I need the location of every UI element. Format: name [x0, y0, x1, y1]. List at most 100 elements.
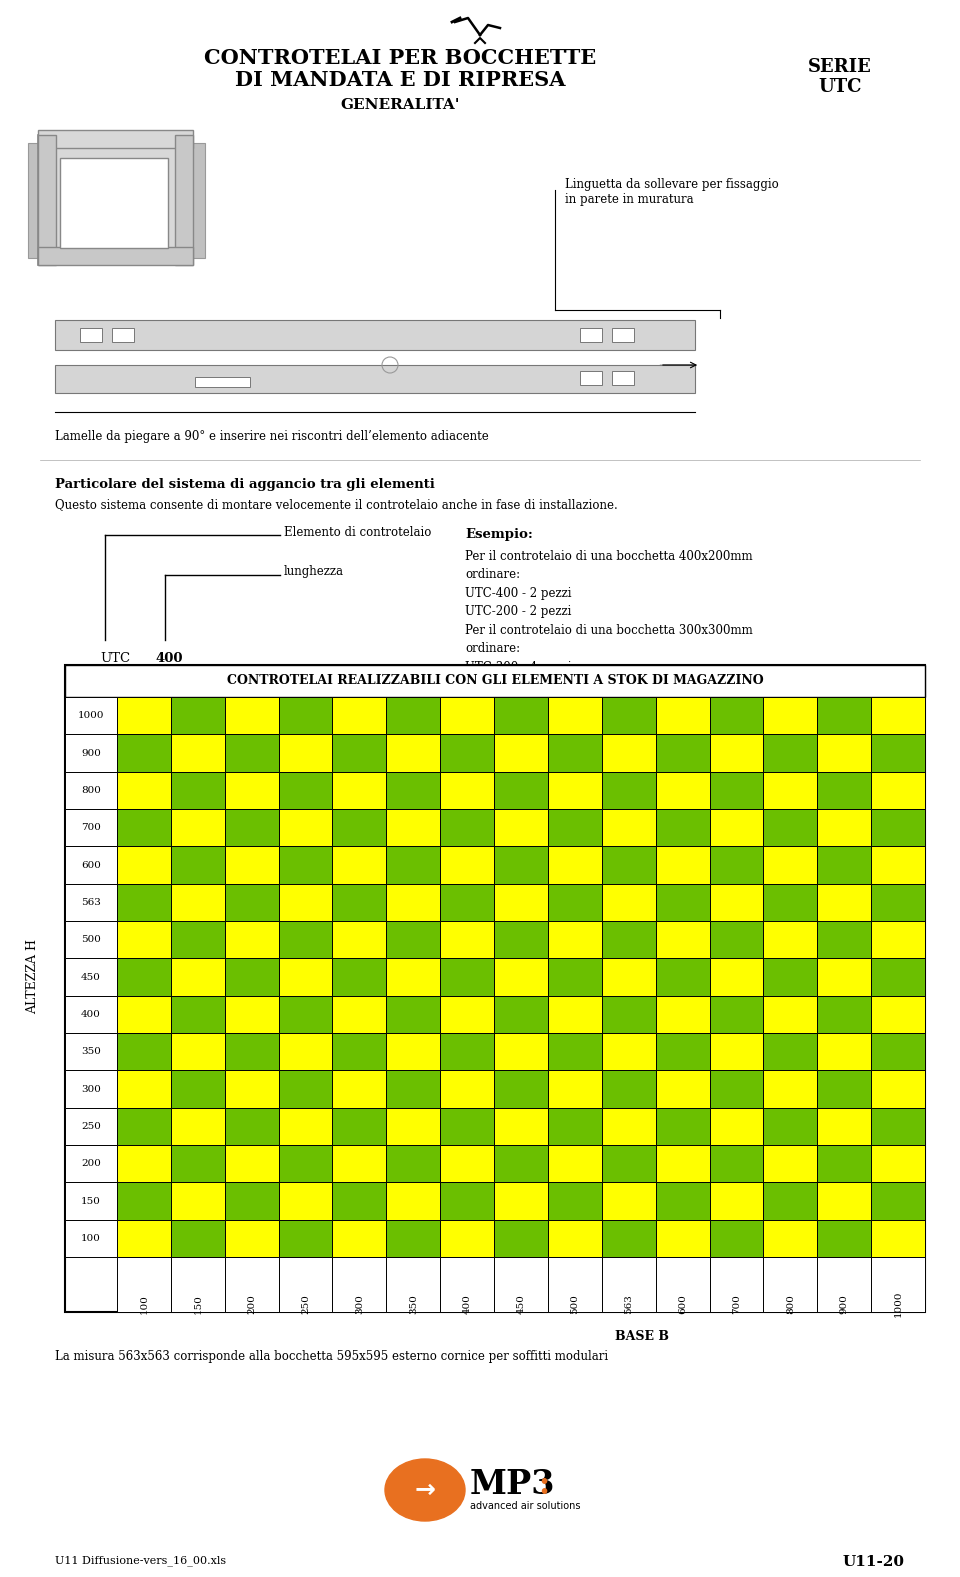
- FancyBboxPatch shape: [278, 1257, 332, 1312]
- FancyBboxPatch shape: [278, 771, 332, 809]
- FancyBboxPatch shape: [441, 921, 494, 959]
- FancyBboxPatch shape: [817, 1107, 871, 1145]
- FancyBboxPatch shape: [656, 1033, 709, 1071]
- FancyBboxPatch shape: [117, 735, 171, 771]
- FancyBboxPatch shape: [817, 771, 871, 809]
- Text: CONTROTELAI PER BOCCHETTE: CONTROTELAI PER BOCCHETTE: [204, 47, 596, 68]
- FancyBboxPatch shape: [65, 1071, 117, 1107]
- FancyBboxPatch shape: [494, 1219, 548, 1257]
- FancyBboxPatch shape: [548, 847, 602, 883]
- Text: Questo sistema consente di montare velocemente il controtelaio anche in fase di : Questo sistema consente di montare veloc…: [55, 498, 617, 511]
- FancyBboxPatch shape: [117, 1219, 171, 1257]
- Text: Particolare del sistema di aggancio tra gli elementi: Particolare del sistema di aggancio tra …: [55, 478, 435, 490]
- FancyBboxPatch shape: [763, 921, 817, 959]
- FancyBboxPatch shape: [709, 1219, 763, 1257]
- FancyBboxPatch shape: [871, 995, 925, 1033]
- Text: 250: 250: [301, 1293, 310, 1314]
- FancyBboxPatch shape: [386, 959, 441, 995]
- FancyBboxPatch shape: [871, 809, 925, 847]
- FancyBboxPatch shape: [117, 883, 171, 921]
- FancyBboxPatch shape: [386, 1033, 441, 1071]
- Text: advanced air solutions: advanced air solutions: [470, 1501, 581, 1511]
- FancyBboxPatch shape: [602, 1183, 656, 1219]
- FancyBboxPatch shape: [278, 1219, 332, 1257]
- FancyBboxPatch shape: [38, 136, 56, 265]
- Text: UTC: UTC: [818, 77, 862, 96]
- FancyBboxPatch shape: [112, 328, 134, 342]
- FancyBboxPatch shape: [763, 697, 817, 735]
- FancyBboxPatch shape: [171, 1257, 225, 1312]
- FancyBboxPatch shape: [494, 809, 548, 847]
- FancyBboxPatch shape: [117, 847, 171, 883]
- FancyBboxPatch shape: [602, 771, 656, 809]
- FancyBboxPatch shape: [871, 959, 925, 995]
- FancyBboxPatch shape: [117, 809, 171, 847]
- FancyBboxPatch shape: [171, 959, 225, 995]
- FancyBboxPatch shape: [602, 1145, 656, 1183]
- Text: 500: 500: [570, 1293, 580, 1314]
- FancyBboxPatch shape: [548, 1145, 602, 1183]
- FancyBboxPatch shape: [38, 136, 193, 265]
- FancyBboxPatch shape: [117, 1071, 171, 1107]
- Text: 200: 200: [247, 1293, 256, 1314]
- FancyBboxPatch shape: [225, 995, 278, 1033]
- FancyBboxPatch shape: [225, 697, 278, 735]
- FancyBboxPatch shape: [548, 1033, 602, 1071]
- FancyBboxPatch shape: [332, 1145, 386, 1183]
- FancyBboxPatch shape: [656, 1219, 709, 1257]
- Text: 250: 250: [81, 1121, 101, 1131]
- FancyBboxPatch shape: [602, 883, 656, 921]
- FancyBboxPatch shape: [602, 1219, 656, 1257]
- FancyBboxPatch shape: [548, 1219, 602, 1257]
- FancyBboxPatch shape: [763, 1257, 817, 1312]
- FancyBboxPatch shape: [386, 921, 441, 959]
- FancyBboxPatch shape: [548, 697, 602, 735]
- FancyBboxPatch shape: [494, 847, 548, 883]
- FancyBboxPatch shape: [763, 1219, 817, 1257]
- FancyBboxPatch shape: [225, 921, 278, 959]
- FancyBboxPatch shape: [38, 129, 193, 148]
- FancyBboxPatch shape: [817, 1071, 871, 1107]
- FancyBboxPatch shape: [171, 1183, 225, 1219]
- Text: 450: 450: [81, 973, 101, 981]
- FancyBboxPatch shape: [494, 921, 548, 959]
- FancyBboxPatch shape: [278, 1033, 332, 1071]
- FancyBboxPatch shape: [65, 1107, 117, 1145]
- FancyBboxPatch shape: [548, 1257, 602, 1312]
- FancyBboxPatch shape: [602, 1257, 656, 1312]
- FancyBboxPatch shape: [763, 1033, 817, 1071]
- FancyBboxPatch shape: [763, 959, 817, 995]
- FancyBboxPatch shape: [441, 809, 494, 847]
- FancyBboxPatch shape: [709, 921, 763, 959]
- FancyBboxPatch shape: [332, 1107, 386, 1145]
- FancyBboxPatch shape: [602, 697, 656, 735]
- FancyBboxPatch shape: [38, 248, 193, 265]
- FancyBboxPatch shape: [171, 1219, 225, 1257]
- FancyBboxPatch shape: [332, 809, 386, 847]
- FancyBboxPatch shape: [278, 1183, 332, 1219]
- FancyBboxPatch shape: [817, 959, 871, 995]
- Text: UTC: UTC: [100, 651, 131, 665]
- FancyBboxPatch shape: [709, 1071, 763, 1107]
- FancyBboxPatch shape: [817, 995, 871, 1033]
- Text: BASE B: BASE B: [615, 1329, 669, 1344]
- FancyBboxPatch shape: [656, 771, 709, 809]
- FancyBboxPatch shape: [871, 1145, 925, 1183]
- FancyBboxPatch shape: [871, 1071, 925, 1107]
- FancyBboxPatch shape: [278, 959, 332, 995]
- FancyBboxPatch shape: [332, 959, 386, 995]
- FancyBboxPatch shape: [763, 883, 817, 921]
- FancyBboxPatch shape: [441, 1071, 494, 1107]
- Text: GENERALITA': GENERALITA': [340, 98, 460, 112]
- FancyBboxPatch shape: [602, 1107, 656, 1145]
- FancyBboxPatch shape: [494, 1033, 548, 1071]
- FancyBboxPatch shape: [171, 809, 225, 847]
- FancyBboxPatch shape: [117, 1033, 171, 1071]
- FancyBboxPatch shape: [386, 1219, 441, 1257]
- FancyBboxPatch shape: [117, 697, 171, 735]
- FancyBboxPatch shape: [441, 1033, 494, 1071]
- FancyBboxPatch shape: [871, 883, 925, 921]
- FancyBboxPatch shape: [763, 771, 817, 809]
- Text: Per il controtelaio di una bocchetta 400x200mm
ordinare:
UTC-400 - 2 pezzi
UTC-2: Per il controtelaio di una bocchetta 400…: [465, 550, 753, 673]
- FancyBboxPatch shape: [441, 995, 494, 1033]
